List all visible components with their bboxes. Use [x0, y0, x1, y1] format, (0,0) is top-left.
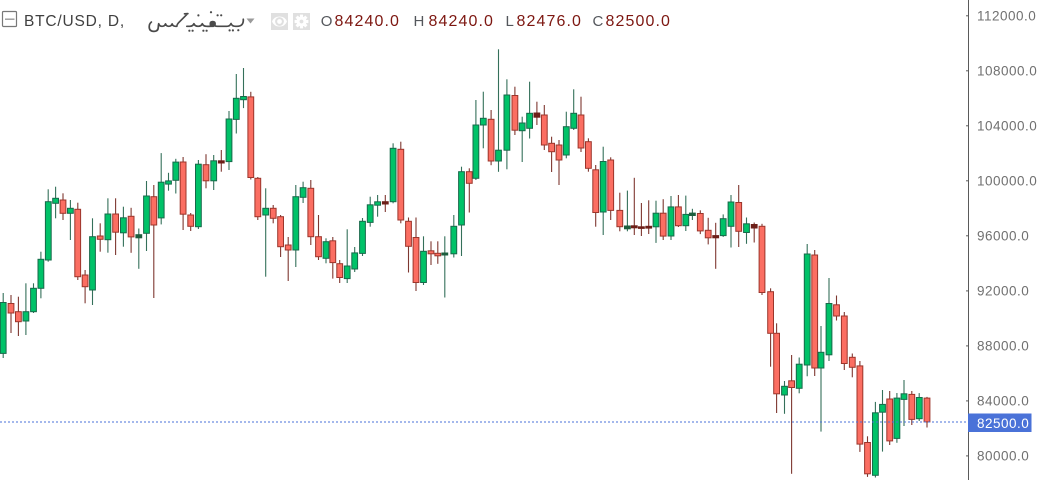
svg-text:O: O	[321, 13, 333, 30]
svg-text:100000.0: 100000.0	[977, 174, 1037, 189]
svg-text:L: L	[506, 13, 514, 30]
svg-text:108000.0: 108000.0	[977, 64, 1037, 79]
svg-text:92000.0: 92000.0	[977, 284, 1029, 299]
svg-text:C: C	[593, 13, 604, 30]
svg-text:H: H	[414, 13, 425, 30]
svg-text:82500.0: 82500.0	[606, 13, 672, 30]
svg-text:82476.0: 82476.0	[517, 13, 583, 30]
svg-text:88000.0: 88000.0	[977, 339, 1029, 354]
svg-text:84240.0: 84240.0	[335, 13, 401, 30]
svg-text:BTC/USD, D,: BTC/USD, D,	[24, 13, 125, 30]
svg-text:96000.0: 96000.0	[977, 229, 1029, 244]
svg-text:112000.0: 112000.0	[977, 9, 1036, 24]
svg-text:104000.0: 104000.0	[977, 119, 1037, 134]
svg-text:84240.0: 84240.0	[429, 13, 495, 30]
svg-text:82500.0: 82500.0	[977, 416, 1029, 431]
svg-text:84000.0: 84000.0	[977, 394, 1029, 409]
svg-text:80000.0: 80000.0	[977, 449, 1029, 464]
